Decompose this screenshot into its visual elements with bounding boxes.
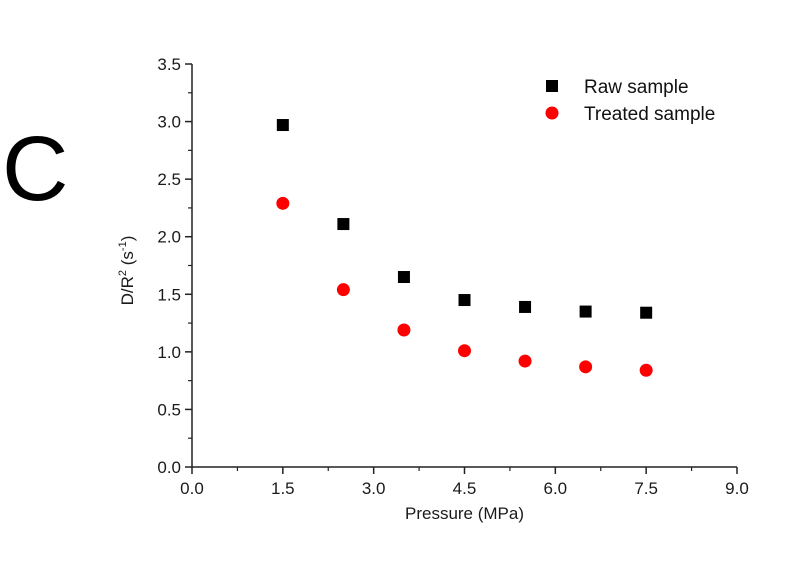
point-raw-sample: [397, 271, 410, 284]
point-raw-sample: [337, 218, 350, 231]
point-raw-sample: [276, 119, 289, 132]
y-axis-title-unit-close: ): [118, 236, 137, 242]
y-axis-title-unit-sup: -1: [117, 241, 129, 251]
legend: Raw sample Treated sample: [545, 77, 715, 125]
x-axis-title: Pressure (MPa): [405, 504, 524, 523]
legend-marker-treated-sample: [545, 106, 559, 120]
data-points: [276, 119, 653, 377]
legend-label-raw-sample: Raw sample: [584, 77, 689, 98]
point-treated-sample: [336, 283, 350, 297]
x-tick-label: 0.0: [180, 479, 204, 498]
point-raw-sample: [519, 300, 532, 313]
x-tick-label: 4.5: [453, 479, 477, 498]
point-raw-sample: [579, 305, 592, 318]
x-ticks: 0.0 1.5 3.0 4.5 6.0 7.5 9.0: [180, 467, 749, 498]
point-raw-sample: [640, 306, 653, 319]
y-tick-label: 3.5: [157, 55, 181, 74]
y-ticks: 0.0 0.5 1.0 1.5 2.0 2.5 3.0 3.5: [157, 55, 192, 477]
y-tick-label: 2.0: [157, 228, 181, 247]
y-tick-label: 3.0: [157, 113, 181, 132]
point-raw-sample: [458, 294, 471, 307]
point-treated-sample: [458, 344, 471, 358]
y-tick-label: 1.0: [157, 343, 181, 362]
x-tick-label: 7.5: [634, 479, 658, 498]
y-axis-title-unit-open: (s: [118, 251, 137, 270]
x-tick-label: 1.5: [271, 479, 295, 498]
legend-marker-raw-sample: [546, 80, 558, 92]
x-tick-label: 6.0: [544, 479, 568, 498]
y-axis-title-base: D/R: [118, 276, 137, 305]
point-treated-sample: [276, 196, 290, 210]
legend-label-treated-sample: Treated sample: [584, 104, 715, 125]
y-axis-title-sup: 2: [117, 270, 129, 276]
y-tick-label: 0.5: [157, 400, 181, 419]
y-tick-label: 2.5: [157, 170, 181, 189]
point-treated-sample: [518, 354, 532, 368]
panel-label: C: [2, 118, 68, 220]
point-treated-sample: [579, 360, 593, 374]
x-tick-label: 3.0: [362, 479, 386, 498]
y-tick-label: 0.0: [157, 458, 181, 477]
y-tick-label: 1.5: [157, 285, 181, 304]
y-axis-title: D/R2 (s-1): [117, 236, 137, 306]
point-treated-sample: [397, 323, 411, 337]
x-tick-label: 9.0: [725, 479, 749, 498]
point-treated-sample: [639, 363, 653, 377]
